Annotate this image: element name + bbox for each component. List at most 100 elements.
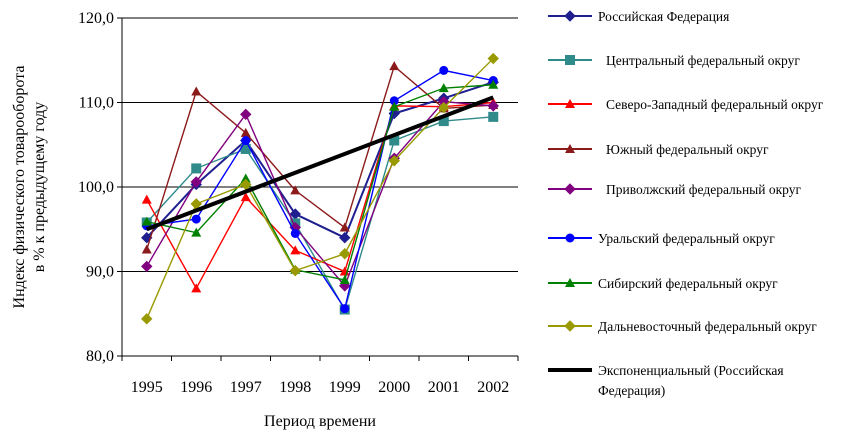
data-point [240, 127, 251, 137]
data-point [389, 61, 400, 71]
data-point [487, 100, 499, 112]
data-point [240, 143, 251, 154]
data-point [191, 283, 202, 293]
y-tick-label: 120,0 [78, 10, 114, 27]
series-line [146, 84, 494, 281]
series-2 [141, 97, 499, 293]
data-point [389, 135, 400, 146]
data-point [339, 248, 351, 260]
data-point [389, 101, 400, 111]
legend-label: Южный федеральный округ [606, 142, 769, 157]
data-point [191, 214, 201, 224]
legend-label: Приволжский федеральный округ [606, 182, 801, 197]
legend-item-4: Приволжский федеральный округ [548, 182, 801, 197]
data-point [389, 96, 399, 106]
x-tick-label: 1995 [131, 379, 163, 396]
data-point [487, 52, 499, 65]
grid-lines [122, 17, 518, 272]
legend-label: Российская Федерация [598, 9, 729, 24]
data-point [290, 245, 301, 255]
series-1 [141, 111, 499, 315]
data-point [340, 304, 350, 314]
y-tick-label: 110,0 [79, 95, 114, 112]
legend-marker [565, 233, 575, 243]
legend-marker [564, 10, 576, 22]
series-7 [141, 52, 499, 325]
legend-label: Дальневосточный федеральный округ [598, 319, 817, 334]
series-4 [141, 95, 499, 292]
legend-label: Северо-Западный федеральный округ [606, 97, 824, 112]
data-point [141, 313, 153, 325]
legend-item-7: Дальневосточный федеральный округ [548, 319, 817, 334]
y-tick-label: 90,0 [86, 264, 114, 281]
data-point [388, 155, 400, 167]
legend-label: Сибирский федеральный округ [598, 276, 778, 291]
legend-label: Центральный федеральный округ [606, 53, 800, 68]
data-point [339, 231, 351, 244]
legend-item-3: Южный федеральный округ [548, 142, 769, 157]
series-8 [146, 95, 494, 232]
data-point [438, 116, 449, 127]
legend-marker [565, 55, 575, 65]
legend-marker [564, 183, 576, 195]
series-line [146, 100, 494, 288]
x-tick-label: 2002 [477, 379, 509, 396]
data-point [339, 222, 350, 232]
legend-marker [565, 144, 575, 153]
data-point [488, 111, 499, 122]
x-tick-labels: 1995 1996 1997 1998 1999 2000 2001 2002 [131, 379, 510, 396]
data-point [190, 176, 202, 188]
legend-marker [564, 320, 576, 332]
data-point [240, 108, 252, 121]
legend-item-5: Уральский федеральный округ [548, 231, 775, 246]
series-line [146, 58, 494, 320]
data-point [240, 192, 251, 202]
data-point [141, 216, 152, 226]
series-line [146, 101, 494, 290]
y-axis-title-line-1: Индекс физического товарооборота [11, 66, 28, 309]
data-point [191, 86, 202, 96]
legend-item-0: Российская Федерация [548, 9, 729, 24]
data-point [290, 185, 301, 195]
legend-item-2: Северо-Западный федеральный округ [548, 97, 824, 112]
legend-item-1: Центральный федеральный округ [548, 53, 800, 68]
legend-label: Экспоненциальный (Российская Федерация) [598, 363, 784, 398]
legend-marker [565, 99, 575, 108]
data-point [289, 264, 301, 277]
data-point [191, 163, 202, 174]
trend-line [146, 95, 494, 232]
x-tick-label: 1998 [279, 379, 311, 396]
legend-label: Уральский федеральный округ [598, 231, 775, 246]
x-tick-label: 1997 [230, 379, 262, 396]
data-point [141, 194, 152, 204]
y-axis-title-line-2: в % к предыдущему году [31, 102, 48, 273]
x-axis-title: Период времени [264, 413, 376, 430]
legend: Российская Федерация Центральный федераль… [548, 9, 824, 398]
data-point [438, 101, 450, 114]
data-point [290, 228, 300, 238]
legend-marker [565, 278, 575, 287]
data-point [240, 173, 251, 183]
x-tick-label: 2000 [378, 379, 410, 396]
data-point [488, 79, 499, 89]
series-line [146, 64, 494, 250]
data-point [241, 136, 251, 146]
data-point [439, 65, 449, 75]
x-tick-label: 2001 [428, 379, 460, 396]
data-series [141, 52, 499, 325]
x-tick-label: 1999 [329, 379, 361, 396]
data-point [191, 227, 202, 237]
y-tick-label: 100,0 [78, 179, 114, 196]
data-point [438, 83, 449, 93]
y-tick-label: 80,0 [86, 348, 114, 365]
series-line [146, 116, 494, 312]
data-point [141, 244, 152, 254]
legend-item-6: Сибирский федеральный округ [548, 276, 778, 291]
axes [117, 17, 519, 361]
y-tick-labels: 80,0 90,0 100,0 110,0 120,0 [78, 10, 114, 365]
x-tick-label: 1996 [180, 379, 212, 396]
data-point [141, 260, 153, 273]
legend-item-8: Экспоненциальный (Российская Федерация) [548, 363, 784, 398]
data-point [339, 274, 350, 284]
